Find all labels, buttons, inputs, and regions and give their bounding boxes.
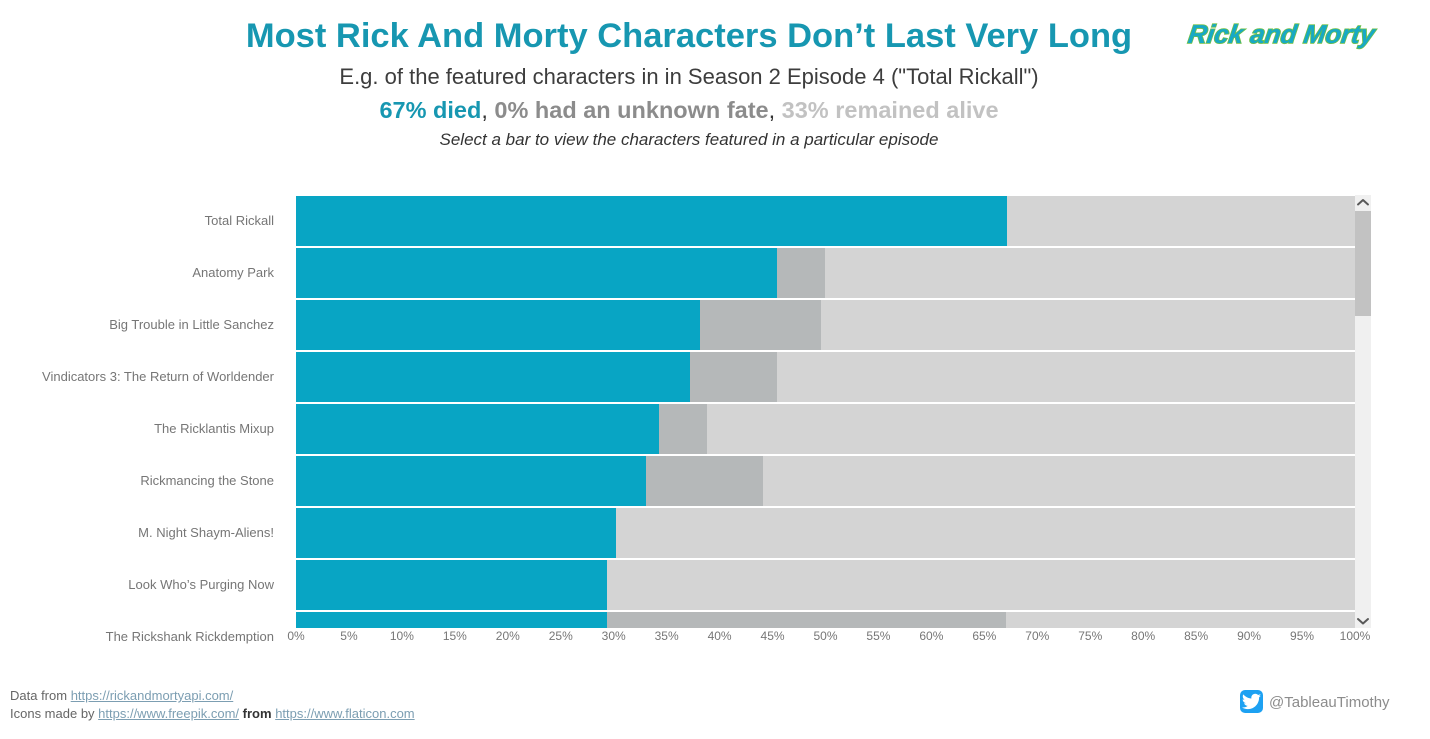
svg-text:Rick and Morty: Rick and Morty	[1186, 19, 1378, 49]
